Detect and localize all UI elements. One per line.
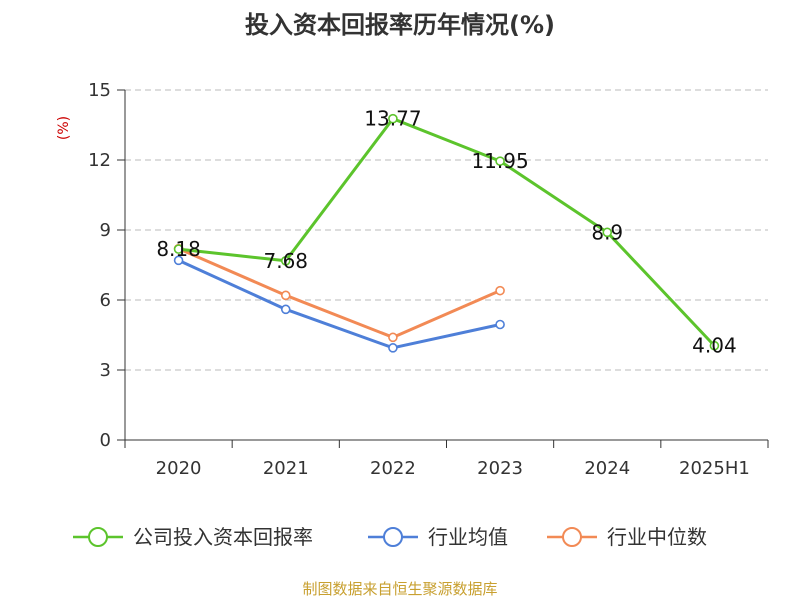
y-tick-label: 9 [100, 220, 111, 241]
series-0-point [709, 340, 720, 351]
series-2-point [280, 290, 291, 301]
series-line-1 [177, 258, 501, 350]
y-tick-labels: 0 3 6 9 12 15 [88, 80, 111, 451]
legend: 公司投入资本回报率 行业均值 行业中位数 [73, 525, 707, 549]
data-label: 4.04 [692, 334, 737, 358]
series-line-2 [177, 247, 501, 339]
data-labels: 8.18 7.68 13.77 11.95 8.9 4.04 [156, 107, 736, 358]
y-tick-label: 6 [100, 290, 111, 311]
series-0-point [388, 113, 398, 124]
series-0-point [495, 156, 505, 166]
axes [117, 89, 769, 448]
series-lines [173, 113, 720, 353]
y-tick-label: 12 [88, 150, 111, 171]
x-tick-labels: 2020 2021 2022 2023 2024 2025H1 [156, 458, 750, 479]
series-0-point [602, 227, 613, 238]
y-unit-label: (%) [56, 116, 72, 140]
data-label: 7.68 [263, 249, 308, 273]
series-1-point [173, 255, 184, 266]
x-tick-label: 2020 [156, 458, 202, 479]
series-1-point [388, 343, 398, 353]
y-tick-label: 0 [100, 430, 111, 451]
legend-marker-1 [383, 527, 403, 547]
data-label: 8.18 [156, 237, 201, 261]
series-2-point [388, 332, 398, 343]
legend-label-0: 公司投入资本回报率 [133, 525, 313, 549]
series-0-point [173, 244, 184, 254]
legend-marker-0 [88, 527, 108, 547]
data-label: 11.95 [471, 149, 528, 173]
x-tick-label: 2025H1 [679, 458, 750, 479]
source-note: 制图数据来自恒生聚源数据库 [302, 580, 497, 598]
legend-marker-2 [562, 527, 582, 547]
series-line-0 [178, 117, 716, 347]
legend-label-1: 行业均值 [428, 525, 508, 549]
y-tick-label: 3 [100, 360, 111, 381]
series-1-point [280, 304, 291, 315]
series-1-point [495, 319, 505, 330]
legend-label-2: 行业中位数 [607, 525, 707, 549]
series-2-point [495, 285, 505, 296]
series-0-point [280, 255, 291, 266]
x-tick-label: 2023 [477, 458, 523, 479]
x-tick-label: 2021 [263, 458, 309, 479]
gridlines [125, 89, 768, 371]
data-label: 8.9 [591, 220, 623, 244]
y-tick-label: 15 [88, 80, 111, 101]
data-label: 13.77 [364, 107, 421, 131]
x-tick-label: 2024 [584, 458, 630, 479]
x-tick-label: 2022 [370, 458, 416, 479]
chart-title: 投入资本回报率历年情况(%) [245, 11, 555, 39]
